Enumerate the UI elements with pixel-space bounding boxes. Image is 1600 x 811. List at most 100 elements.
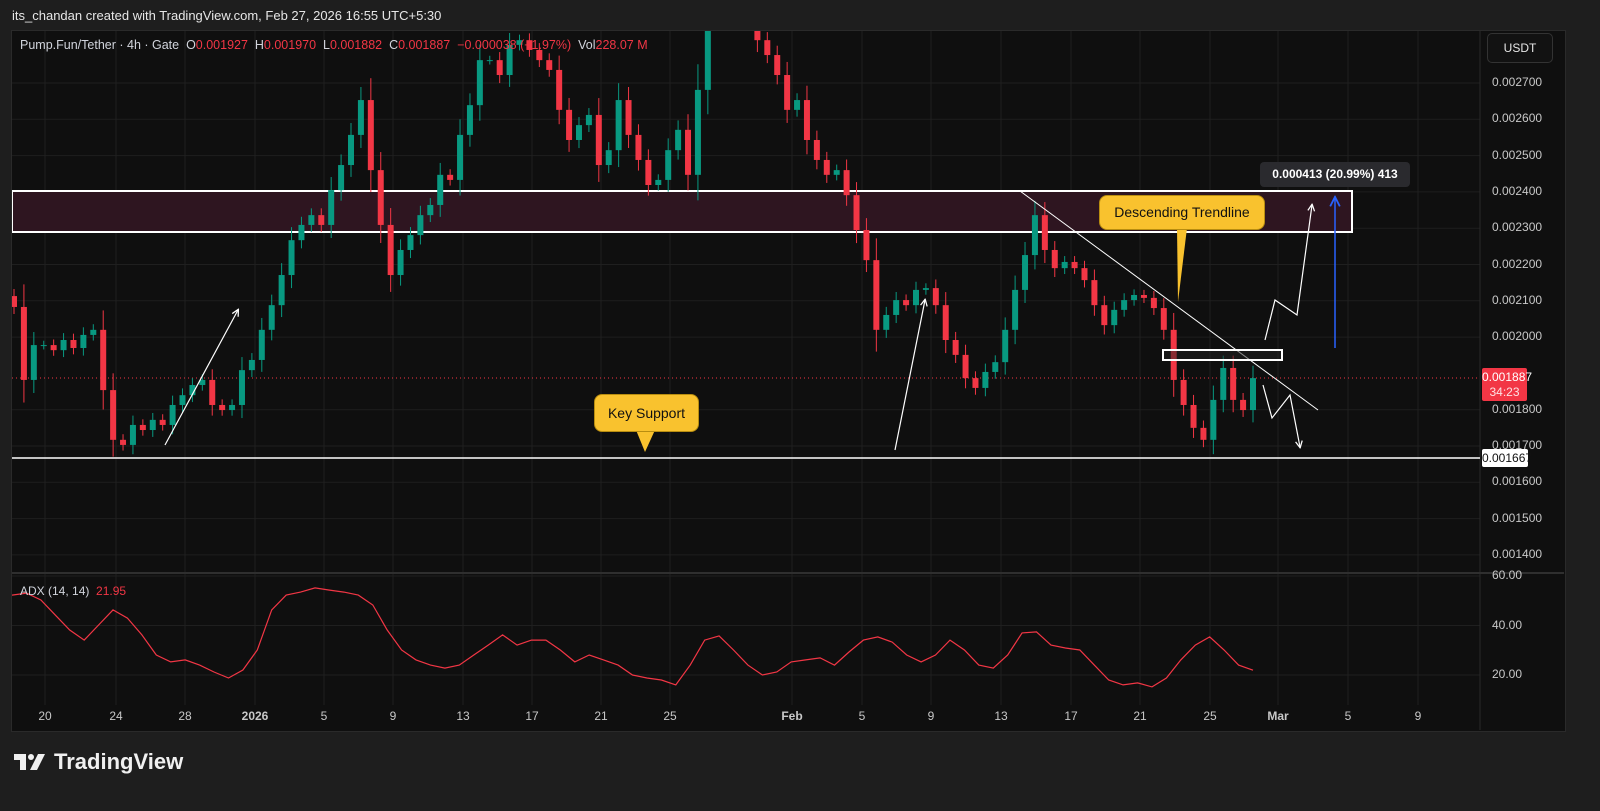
candle [1121, 293, 1128, 317]
candle [338, 154, 345, 201]
tradingview-logo[interactable]: TradingView [14, 749, 183, 775]
price-tick: 0.002200 [1492, 256, 1543, 271]
uptrend-arrow[interactable] [164, 310, 238, 446]
candle-body [1210, 399, 1217, 440]
candle-body [546, 60, 553, 70]
candle-body [20, 306, 27, 380]
candle [80, 327, 87, 356]
candle [169, 395, 176, 435]
time-tick: 25 [1203, 709, 1217, 723]
candle [962, 344, 969, 389]
candle [427, 198, 434, 223]
candle-body [40, 345, 47, 347]
candle-body [1220, 367, 1227, 400]
candle [675, 120, 682, 160]
candle-body [784, 75, 791, 110]
rebound-arrow[interactable] [894, 300, 925, 451]
candle [605, 142, 612, 174]
candle-body [615, 100, 622, 151]
candle [1200, 420, 1207, 448]
candle-body [1180, 379, 1187, 405]
candle-body [427, 204, 434, 216]
descending-trendline-callout[interactable]: Descending Trendline [1099, 195, 1265, 230]
candle [585, 108, 592, 133]
candle [387, 208, 394, 292]
candle-body [1240, 399, 1247, 411]
candle-body [169, 404, 176, 425]
symbol-legend: Pump.Fun/Tether · 4h · Gate O0.001927 H0… [20, 38, 648, 52]
candle [665, 138, 672, 192]
price-tick: 0.001500 [1492, 510, 1543, 525]
candle-body [575, 125, 582, 140]
candle-body [100, 329, 107, 391]
candle [863, 218, 870, 273]
candle-body [238, 370, 245, 405]
candle [1101, 295, 1108, 335]
candle [417, 205, 424, 245]
grid-lines [12, 31, 1480, 705]
candles [12, 0, 1256, 457]
candle-body [1051, 249, 1058, 269]
candle [1022, 241, 1029, 303]
adx-value: 21.95 [96, 584, 127, 598]
candle [189, 378, 196, 403]
candle [318, 208, 325, 232]
candle [308, 208, 315, 232]
breakout-box[interactable] [1162, 349, 1283, 361]
candle [942, 292, 949, 354]
candle-body [853, 195, 860, 231]
candle-body [863, 230, 870, 261]
candle [754, 31, 761, 53]
adx-tick: 40.00 [1492, 617, 1523, 632]
candle-body [645, 159, 652, 186]
candle-body [744, 0, 750, 10]
candle [1081, 260, 1088, 288]
adx-legend[interactable]: ADX (14, 14) 21.95 [20, 584, 126, 598]
candle [932, 279, 939, 314]
candle [258, 317, 265, 372]
descending-trendline[interactable] [1019, 190, 1319, 411]
candle [823, 151, 830, 183]
candle-body [1081, 268, 1088, 281]
candle [496, 52, 503, 84]
currency-button[interactable]: USDT [1487, 33, 1553, 63]
bearish-projection-arrow[interactable] [1262, 384, 1300, 447]
candle-body [922, 288, 929, 290]
candle-body [675, 129, 682, 151]
candle-body [437, 174, 444, 205]
candle [397, 239, 404, 286]
candle-body [516, 40, 523, 45]
key-support-callout[interactable]: Key Support [594, 394, 699, 432]
candle [268, 294, 275, 341]
candle-body [566, 109, 573, 140]
candle-body [298, 224, 305, 241]
price-tick: 0.002300 [1492, 220, 1543, 235]
bullish-projection-arrow[interactable] [1264, 205, 1312, 341]
candle-body [952, 340, 959, 355]
candle [110, 373, 117, 457]
candle-body [1002, 329, 1009, 363]
change-value: −0.000038 (−1.97%) [457, 38, 572, 52]
candle [1131, 289, 1138, 306]
candle [655, 174, 662, 191]
candle-body [982, 371, 989, 388]
candle-body [1022, 255, 1029, 290]
candle [873, 238, 880, 352]
candle [526, 33, 533, 57]
candle-body [120, 439, 127, 445]
candle [556, 55, 563, 125]
symbol-name[interactable]: Pump.Fun/Tether · 4h · Gate [20, 38, 180, 52]
measure-label: 0.000413 (20.99%) 413 [1260, 162, 1410, 187]
candle [625, 86, 632, 148]
candle-body [367, 100, 374, 171]
candle-body [942, 305, 949, 341]
candle-body [149, 419, 156, 431]
candle [328, 177, 335, 239]
candle-body [764, 40, 771, 56]
candle [90, 324, 97, 341]
candle-body [794, 100, 801, 110]
candle-body [1230, 367, 1237, 400]
candle-body [992, 362, 999, 372]
candle-body [129, 424, 136, 445]
